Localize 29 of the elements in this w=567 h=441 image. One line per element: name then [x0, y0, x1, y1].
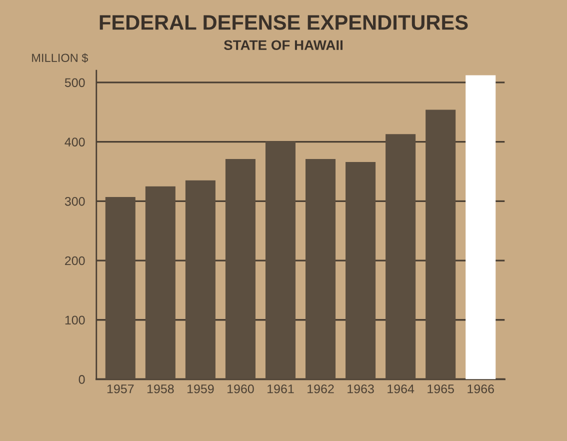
x-tick-label: 1960 — [228, 384, 254, 394]
x-tick-label: 1962 — [308, 384, 334, 394]
bar — [225, 159, 256, 380]
bar — [466, 75, 496, 380]
y-axis-title: MILLION $ — [32, 53, 88, 63]
bar — [306, 159, 336, 380]
chart-title: FEDERAL DEFENSE EXPENDITURES — [100, 15, 468, 30]
x-tick-label: 1965 — [428, 384, 454, 394]
y-tick-label: 200 — [65, 256, 85, 266]
x-tick-label: 1964 — [388, 384, 414, 394]
bar — [346, 162, 376, 380]
x-tick-label: 1966 — [468, 384, 494, 394]
bar — [386, 134, 416, 380]
bar — [265, 141, 296, 380]
y-tick-label: 300 — [64, 196, 85, 206]
chart-subtitle: STATE OF HAWAII — [224, 40, 343, 50]
x-tick-label: 1963 — [348, 384, 374, 394]
x-tick-label: 1957 — [107, 384, 134, 394]
bar — [145, 186, 176, 380]
x-tick-label: 1958 — [147, 384, 174, 394]
x-tick-label: 1959 — [188, 384, 214, 394]
y-tick-label: 400 — [64, 138, 85, 146]
bar — [426, 110, 456, 380]
bar — [185, 180, 216, 380]
x-tick-label: 1961 — [268, 384, 294, 394]
y-tick-label: 500 — [64, 78, 85, 88]
y-tick-label: 100 — [65, 316, 85, 325]
bar — [105, 197, 136, 380]
y-tick-label: 0 — [78, 375, 85, 384]
